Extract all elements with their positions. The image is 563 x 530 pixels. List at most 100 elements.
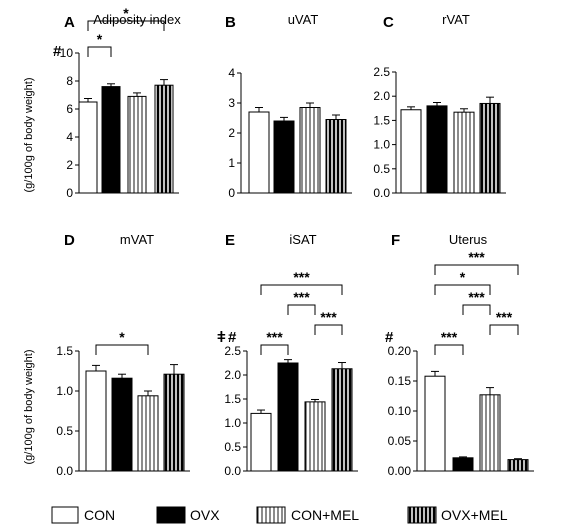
y-tick-label: 0	[228, 186, 235, 200]
bar-con-mel	[299, 107, 321, 194]
bar-ovx	[426, 105, 448, 194]
y-tick-label: 10	[60, 46, 74, 60]
y-ticks: 0.0 0.5 1.0 1.5 2.0 2.5	[224, 344, 247, 478]
significance-mark: ǂ	[217, 329, 226, 346]
y-tick-label: 0.15	[388, 374, 412, 388]
bar-ovx	[101, 86, 121, 194]
bar-ovx-mel	[331, 368, 353, 472]
panel-d: D mVAT 0.0 0.5 1.0 1.5 *	[56, 232, 190, 478]
significance-mark: #	[53, 43, 62, 60]
significance-bracket	[260, 284, 343, 295]
legend-label: CON+MEL	[291, 507, 359, 523]
significance-bracket	[434, 284, 491, 295]
y-tick-label: 6	[66, 102, 73, 116]
bar-ovx-mel	[154, 84, 174, 194]
y-tick-label: 8	[66, 74, 73, 88]
panel-letter: A	[64, 14, 75, 31]
bar-ovx-mel	[163, 373, 185, 472]
legend-item-ovx: OVX	[156, 506, 220, 524]
bar-con-mel	[453, 111, 475, 194]
significance-label: ***	[496, 309, 513, 325]
brackets: **	[87, 5, 165, 57]
panel-letter: B	[225, 14, 236, 31]
y-tick-label: 4	[228, 66, 235, 80]
bar-ovx-mel	[325, 119, 347, 194]
significance-label: ***	[293, 269, 310, 285]
bars	[250, 359, 353, 472]
y-tick-label: 1.5	[373, 113, 390, 127]
significance-bracket	[260, 344, 289, 355]
panel-b: B uVAT 0 1 2 3 4	[225, 12, 352, 200]
y-tick-label: 0.0	[224, 464, 241, 478]
panel-f: F Uterus # 0.000.050.100.150.20 ********…	[385, 232, 534, 478]
bar-con	[250, 412, 272, 472]
y-ticks: 0 2 4 6 8 10	[60, 46, 79, 200]
y-tick-label: 0.0	[56, 464, 73, 478]
significance-label: *	[97, 31, 103, 47]
panel-letter: C	[383, 14, 394, 31]
legend-swatch	[156, 506, 186, 524]
bars	[248, 102, 347, 194]
y-tick-label: 2.5	[224, 344, 241, 358]
significance-label: ***	[293, 289, 310, 305]
legend-item-ovx-mel: OVX+MEL	[407, 506, 508, 524]
bar-ovx-mel	[507, 459, 529, 472]
significance-bracket	[87, 20, 165, 31]
significance-label: ***	[320, 309, 337, 325]
significance-label: ***	[468, 249, 485, 265]
y-ticks: 0.0 0.5 1.0 1.5 2.0 2.5	[373, 65, 396, 200]
y-tick-label: 1.5	[224, 392, 241, 406]
y-ticks: 0.00 0.05 0.10 0.15 0.20	[388, 344, 417, 478]
bars	[424, 370, 529, 472]
y-tick-label: 0.20	[388, 344, 412, 358]
significance-bracket	[95, 344, 149, 355]
legend-swatch	[407, 506, 437, 524]
significance-label: *	[119, 329, 125, 345]
significance-mark: #	[228, 329, 237, 346]
panel-title: Adiposity index	[93, 12, 181, 27]
panel-title: Uterus	[449, 232, 488, 247]
y-tick-label: 1.0	[373, 138, 390, 152]
bar-con	[78, 101, 98, 194]
legend-swatch	[256, 506, 286, 524]
panel-e: E iSAT ǂ # 0.00.51.01.52.02.5 **********…	[217, 232, 358, 478]
legend-label: OVX	[190, 507, 220, 523]
y-tick-label: 2	[228, 126, 235, 140]
panel-letter: F	[391, 232, 400, 249]
brackets: *** *** *** ***	[260, 269, 343, 355]
bars	[78, 79, 174, 194]
bar-con-mel	[127, 95, 147, 194]
y-ticks: 0.0 0.5 1.0 1.5	[56, 344, 79, 478]
y-tick-label: 0.05	[388, 434, 412, 448]
significance-mark: #	[385, 329, 394, 346]
y-tick-label: 0.5	[56, 424, 73, 438]
y-tick-label: 1	[228, 156, 235, 170]
bar-con-mel	[304, 401, 326, 472]
y-tick-label: 0.00	[388, 464, 412, 478]
significance-label: *	[460, 269, 466, 285]
brackets: *	[95, 329, 149, 355]
brackets: *************	[434, 249, 519, 355]
y-tick-label: 0.5	[224, 440, 241, 454]
bar-ovx	[273, 120, 295, 194]
significance-bracket	[87, 46, 112, 57]
panel-title: mVAT	[120, 232, 154, 247]
y-tick-label: 2.0	[224, 368, 241, 382]
significance-bracket	[314, 324, 343, 335]
bars	[400, 96, 501, 194]
bars	[85, 364, 185, 472]
bar-con-mel	[479, 394, 501, 472]
y-tick-label: 2.0	[373, 89, 390, 103]
significance-bracket	[287, 304, 316, 315]
bar-ovx	[452, 457, 474, 472]
y-tick-label: 2	[66, 158, 73, 172]
significance-bracket	[434, 264, 519, 275]
significance-label: *	[123, 5, 129, 21]
panel-title: iSAT	[289, 232, 316, 247]
y-tick-label: 3	[228, 96, 235, 110]
panel-title: uVAT	[288, 12, 319, 27]
y-tick-label: 0.0	[373, 186, 390, 200]
y-tick-label: 4	[66, 130, 73, 144]
